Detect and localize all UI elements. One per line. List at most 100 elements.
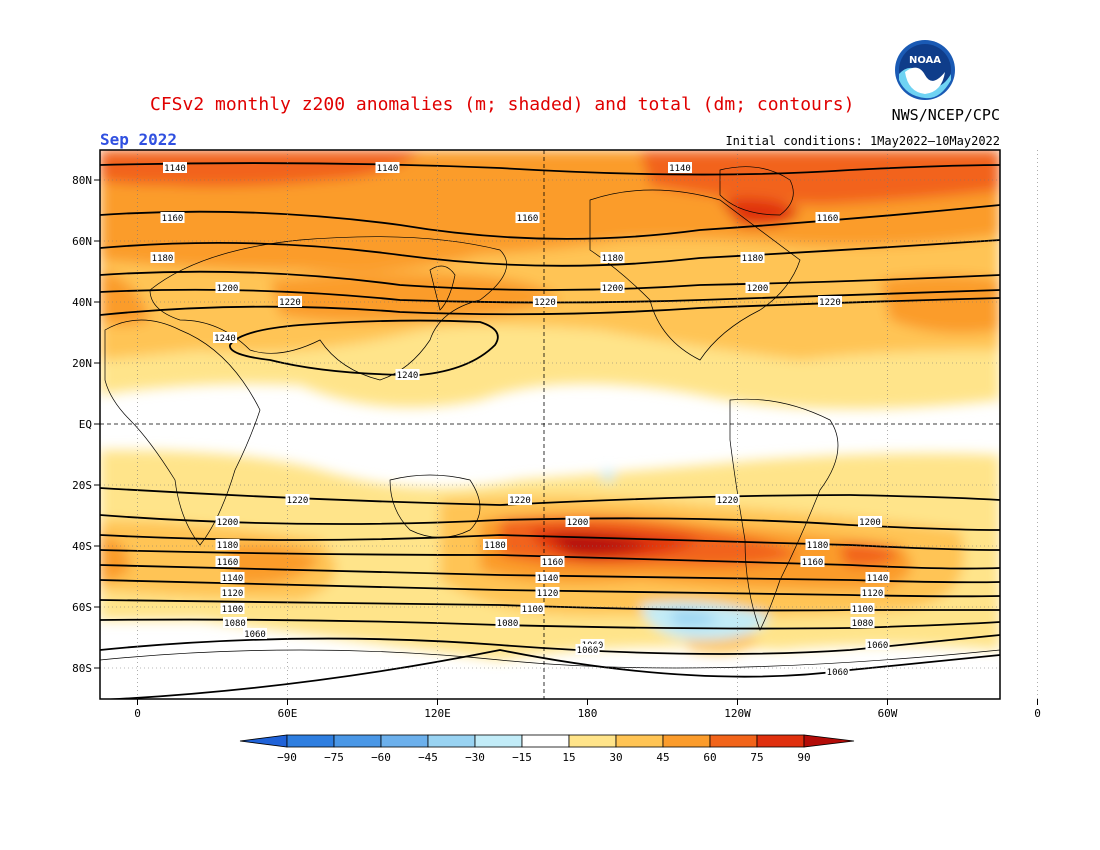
contour-label: 1180 — [600, 252, 625, 264]
map-panel: 1140 1140 1140 1160 1160 1160 1180 1180 1180 1200… — [99, 149, 1038, 700]
noaa-logo: NOAA — [895, 40, 955, 100]
colorbar-tick-label: 15 — [562, 751, 575, 764]
contour-label: 1140 — [375, 162, 400, 174]
contour-label: 1060 — [865, 639, 890, 651]
svg-text:1220: 1220 — [509, 496, 531, 506]
lat-tick-label: 20N — [72, 357, 92, 370]
svg-text:1180: 1180 — [152, 254, 174, 264]
svg-text:1080: 1080 — [497, 619, 519, 629]
lat-tick-label: 40N — [72, 296, 92, 309]
contour-label: 1200 — [215, 282, 240, 294]
contour-label: 1160 — [815, 212, 840, 224]
logo-text: NOAA — [909, 55, 941, 66]
lon-tick-label: 60W — [878, 707, 898, 720]
lon-tick-label: 0 — [1034, 707, 1041, 720]
svg-text:1160: 1160 — [802, 558, 824, 568]
contour-label: 1180 — [483, 539, 507, 551]
lat-tick-label: 60N — [72, 235, 92, 248]
svg-text:1240: 1240 — [214, 334, 236, 344]
contour-label: 1060 — [575, 644, 600, 656]
svg-text:1220: 1220 — [819, 298, 841, 308]
contour-label: 1220 — [508, 494, 532, 506]
svg-text:1060: 1060 — [827, 668, 849, 678]
month-label: Sep 2022 — [100, 130, 177, 149]
colorbar-tick-label: −15 — [512, 751, 532, 764]
contour-label: 1200 — [215, 516, 240, 528]
colorbar-swatch — [474, 734, 523, 748]
colorbar-tick-label: −60 — [371, 751, 391, 764]
colorbar-swatch — [615, 734, 664, 748]
contour-label: 1100 — [520, 603, 545, 615]
svg-text:1100: 1100 — [222, 605, 244, 615]
colorbar-tick-label: 30 — [609, 751, 622, 764]
longitude-axis: 0 60E 120E 180 120W 60W 0 — [134, 699, 1041, 720]
svg-text:1060: 1060 — [577, 646, 599, 656]
colorbar-swatch — [709, 734, 758, 748]
contour-label: 1120 — [220, 587, 245, 599]
svg-text:1080: 1080 — [852, 619, 874, 629]
contour-label: 1140 — [535, 572, 560, 584]
contour-label: 1180 — [740, 252, 765, 264]
svg-text:1140: 1140 — [867, 574, 889, 584]
lat-tick-label: 20S — [72, 479, 92, 492]
contour-label: 1240 — [395, 369, 420, 381]
lat-tick-label: EQ — [79, 418, 92, 431]
svg-text:1200: 1200 — [217, 284, 239, 294]
contour-label: 1140 — [668, 162, 692, 174]
contour-label: 1060 — [825, 666, 850, 678]
contour-label: 1220 — [818, 296, 842, 308]
colorbar-arrow-left — [239, 734, 288, 748]
contour-label: 1080 — [495, 617, 520, 629]
svg-text:1160: 1160 — [517, 214, 539, 224]
contour-label: 1220 — [715, 494, 740, 506]
lat-tick-label: 40S — [72, 540, 92, 553]
contour-label: 1180 — [215, 539, 240, 551]
initial-conditions-label: Initial conditions: 1May2022—10May2022 — [725, 134, 1000, 148]
svg-text:1060: 1060 — [867, 641, 889, 651]
svg-text:1120: 1120 — [862, 589, 884, 599]
svg-text:1160: 1160 — [217, 558, 239, 568]
contour-labels: 1140 1140 1140 1160 1160 1160 1180 1180 1180 1200… — [150, 162, 890, 678]
svg-text:1180: 1180 — [742, 254, 764, 264]
contour-label: 1120 — [535, 587, 560, 599]
svg-text:1160: 1160 — [817, 214, 839, 224]
lon-tick-label: 120W — [724, 707, 751, 720]
colorbar-tick-label: −45 — [418, 751, 438, 764]
svg-text:1160: 1160 — [542, 558, 564, 568]
contour-label: 1120 — [860, 587, 885, 599]
contour-label: 1160 — [800, 556, 825, 568]
svg-text:1220: 1220 — [279, 298, 301, 308]
colorbar-tick-label: 60 — [703, 751, 716, 764]
lon-tick-label: 0 — [134, 707, 141, 720]
svg-text:1100: 1100 — [522, 605, 544, 615]
colorbar-tick-label: 90 — [797, 751, 810, 764]
svg-text:1140: 1140 — [164, 164, 186, 174]
svg-text:1220: 1220 — [717, 496, 739, 506]
lat-tick-label: 80N — [72, 174, 92, 187]
colorbar-swatch — [568, 734, 617, 748]
latitude-axis: 80N 60N 40N 20N EQ 20S 40S 60S 80S — [72, 174, 100, 675]
agency-label: NWS/NCEP/CPC — [892, 106, 1000, 124]
svg-text:1200: 1200 — [217, 518, 239, 528]
contour-label: 1160 — [215, 556, 240, 568]
svg-text:1200: 1200 — [567, 518, 589, 528]
lat-tick-label: 60S — [72, 601, 92, 614]
svg-text:1220: 1220 — [287, 496, 309, 506]
contour-label: 1100 — [850, 603, 875, 615]
contour-label: 1160 — [160, 212, 185, 224]
colorbar-tick-label: −75 — [324, 751, 344, 764]
colorbar-swatch — [521, 734, 570, 748]
contour-label: 1180 — [150, 252, 175, 264]
contour-label: 1220 — [278, 296, 302, 308]
figure-title: CFSv2 monthly z200 anomalies (m; shaded)… — [150, 94, 854, 115]
svg-text:1160: 1160 — [162, 214, 184, 224]
colorbar-tick-label: −30 — [465, 751, 485, 764]
contour-label: 1100 — [220, 603, 245, 615]
contour-label: 1060 — [243, 628, 267, 640]
colorbar-tick-label: 75 — [750, 751, 763, 764]
colorbar-swatch — [662, 734, 711, 748]
svg-text:1200: 1200 — [859, 518, 881, 528]
colorbar-swatch — [756, 734, 805, 748]
colorbar-swatch — [333, 734, 382, 748]
